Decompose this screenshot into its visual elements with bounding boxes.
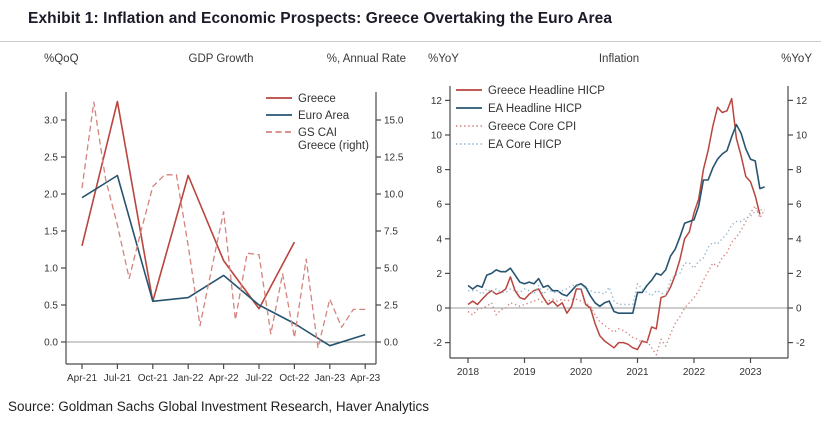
svg-text:6: 6 — [796, 200, 802, 211]
legend-label: Greece Core CPI — [488, 121, 576, 133]
svg-text:2018: 2018 — [457, 367, 480, 378]
svg-text:12: 12 — [431, 96, 443, 107]
svg-text:4: 4 — [796, 234, 802, 245]
legend-label: Greece (right) — [298, 140, 369, 152]
chart-title: Inflation — [599, 53, 639, 65]
svg-text:0.0: 0.0 — [384, 338, 398, 349]
svg-text:10: 10 — [431, 131, 443, 142]
svg-text:Oct-22: Oct-22 — [279, 373, 309, 384]
svg-text:1.5: 1.5 — [44, 227, 58, 238]
svg-text:Jan-22: Jan-22 — [173, 373, 204, 384]
right-axis-unit-label: %, Annual Rate — [327, 53, 406, 65]
svg-text:-2: -2 — [796, 338, 805, 349]
legend-label: EA Headline HICP — [488, 103, 582, 115]
svg-text:2: 2 — [796, 269, 802, 280]
series-ea-core-hicp — [468, 208, 765, 306]
svg-text:Apr-21: Apr-21 — [67, 373, 97, 384]
series-greece-core-cpi — [467, 205, 766, 356]
svg-text:12: 12 — [796, 96, 808, 107]
svg-text:2022: 2022 — [683, 367, 706, 378]
svg-text:Oct-21: Oct-21 — [138, 373, 168, 384]
series-euro-area — [81, 174, 366, 347]
series-ea-headline-hicp — [467, 123, 765, 314]
svg-text:5.0: 5.0 — [384, 264, 398, 275]
svg-text:Jul-21: Jul-21 — [104, 373, 132, 384]
title-divider — [0, 41, 821, 42]
svg-text:15.0: 15.0 — [384, 116, 404, 127]
svg-text:Jan-23: Jan-23 — [315, 373, 346, 384]
svg-text:8: 8 — [436, 165, 442, 176]
exhibit-title: Exhibit 1: Inflation and Economic Prospe… — [28, 10, 613, 27]
series-greece-headline-hicp — [467, 97, 761, 351]
svg-text:2: 2 — [436, 269, 442, 280]
svg-text:Apr-23: Apr-23 — [350, 373, 380, 384]
svg-text:2023: 2023 — [739, 367, 762, 378]
svg-text:0: 0 — [436, 304, 442, 315]
series-gs-cai-greece-right — [81, 101, 366, 349]
series-greece — [81, 100, 296, 310]
svg-text:2019: 2019 — [513, 367, 536, 378]
svg-text:8: 8 — [796, 165, 802, 176]
svg-text:0.0: 0.0 — [44, 338, 58, 349]
svg-text:4: 4 — [436, 234, 442, 245]
legend-label: EA Core HICP — [488, 139, 562, 151]
inflation-chart: %YoY Inflation %YoY 12 10 8 6 4 2 0 -2 12 10 8 6 4 2 0 -2 2… — [428, 53, 812, 378]
svg-text:2.5: 2.5 — [384, 301, 398, 312]
source-note: Source: Goldman Sachs Global Investment … — [8, 399, 429, 414]
svg-text:12.5: 12.5 — [384, 153, 404, 164]
legend-label: Greece Headline HICP — [488, 85, 605, 97]
svg-text:Jul-22: Jul-22 — [245, 373, 273, 384]
svg-text:6: 6 — [436, 200, 442, 211]
svg-text:3.0: 3.0 — [44, 116, 58, 127]
svg-text:10: 10 — [796, 131, 808, 142]
svg-text:Apr-22: Apr-22 — [209, 373, 239, 384]
svg-text:-2: -2 — [433, 338, 442, 349]
legend-label: Greece — [298, 93, 336, 105]
right-axis-unit-label: %YoY — [781, 53, 812, 65]
charts-row: %QoQ GDP Growth %, Annual Rate 3.0 2.5 2.0 1.5… — [14, 46, 820, 388]
svg-text:2020: 2020 — [570, 367, 593, 378]
left-axis-unit-label: %QoQ — [44, 53, 79, 65]
svg-text:1.0: 1.0 — [44, 264, 58, 275]
legend-label: Euro Area — [298, 110, 350, 122]
chart-title: GDP Growth — [189, 53, 254, 65]
svg-text:7.5: 7.5 — [384, 227, 398, 238]
gdp-growth-chart: %QoQ GDP Growth %, Annual Rate 3.0 2.5 2.0 1.5… — [44, 53, 406, 384]
svg-text:0: 0 — [796, 304, 802, 315]
svg-text:2.5: 2.5 — [44, 153, 58, 164]
left-axis-unit-label: %YoY — [428, 53, 459, 65]
svg-text:0.5: 0.5 — [44, 301, 58, 312]
legend-label: GS CAI — [298, 127, 337, 139]
svg-text:2021: 2021 — [626, 367, 649, 378]
svg-text:2.0: 2.0 — [44, 190, 58, 201]
svg-text:10.0: 10.0 — [384, 190, 404, 201]
